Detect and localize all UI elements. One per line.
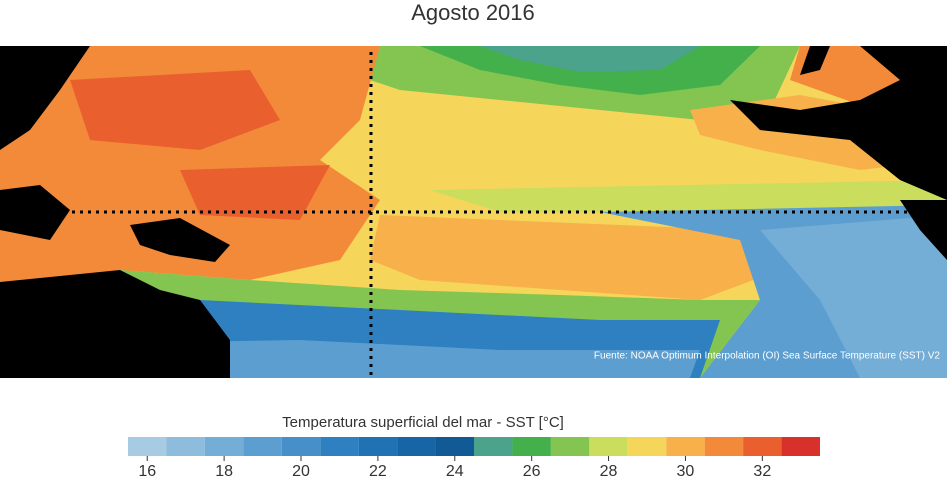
colorbar-segment [474,437,513,456]
colorbar-tick-label: 22 [369,463,387,480]
colorbar-tick-label: 26 [523,463,541,480]
colorbar-segment [358,437,398,456]
colorbar-tick-label: 16 [138,463,156,480]
colorbar-segment [589,437,628,456]
colorbar-segment [704,437,744,456]
source-note: Fuente: NOAA Optimum Interpolation (OI) … [594,351,941,362]
colorbar-segment [243,437,282,456]
colorbar-segment [781,437,820,456]
colorbar-segment [320,437,359,456]
colorbar-segment [627,437,667,456]
colorbar-tick-label: 18 [215,463,233,480]
colorbar-segment [281,437,321,456]
colorbar-tick-label: 32 [753,463,771,480]
colorbar-segment [743,437,782,456]
colorbar-segment [397,437,436,456]
colorbar-tick-label: 20 [292,463,310,480]
map: Fuente: NOAA Optimum Interpolation (OI) … [0,46,947,378]
colorbar-segment [204,437,244,456]
colorbar-label: Temperatura superficial del mar - SST [°… [282,414,564,431]
colorbar-tick-label: 30 [677,463,695,480]
colorbar-tick-label: 24 [446,463,464,480]
colorbar-segment [550,437,590,456]
colorbar-segment [666,437,705,456]
colorbar-segment [128,437,167,456]
colorbar-segment [512,437,551,456]
map-title: Agosto 2016 [411,0,535,25]
colorbar-tick-label: 28 [600,463,618,480]
colorbar-segment [166,437,205,456]
colorbar-segment [435,437,474,456]
